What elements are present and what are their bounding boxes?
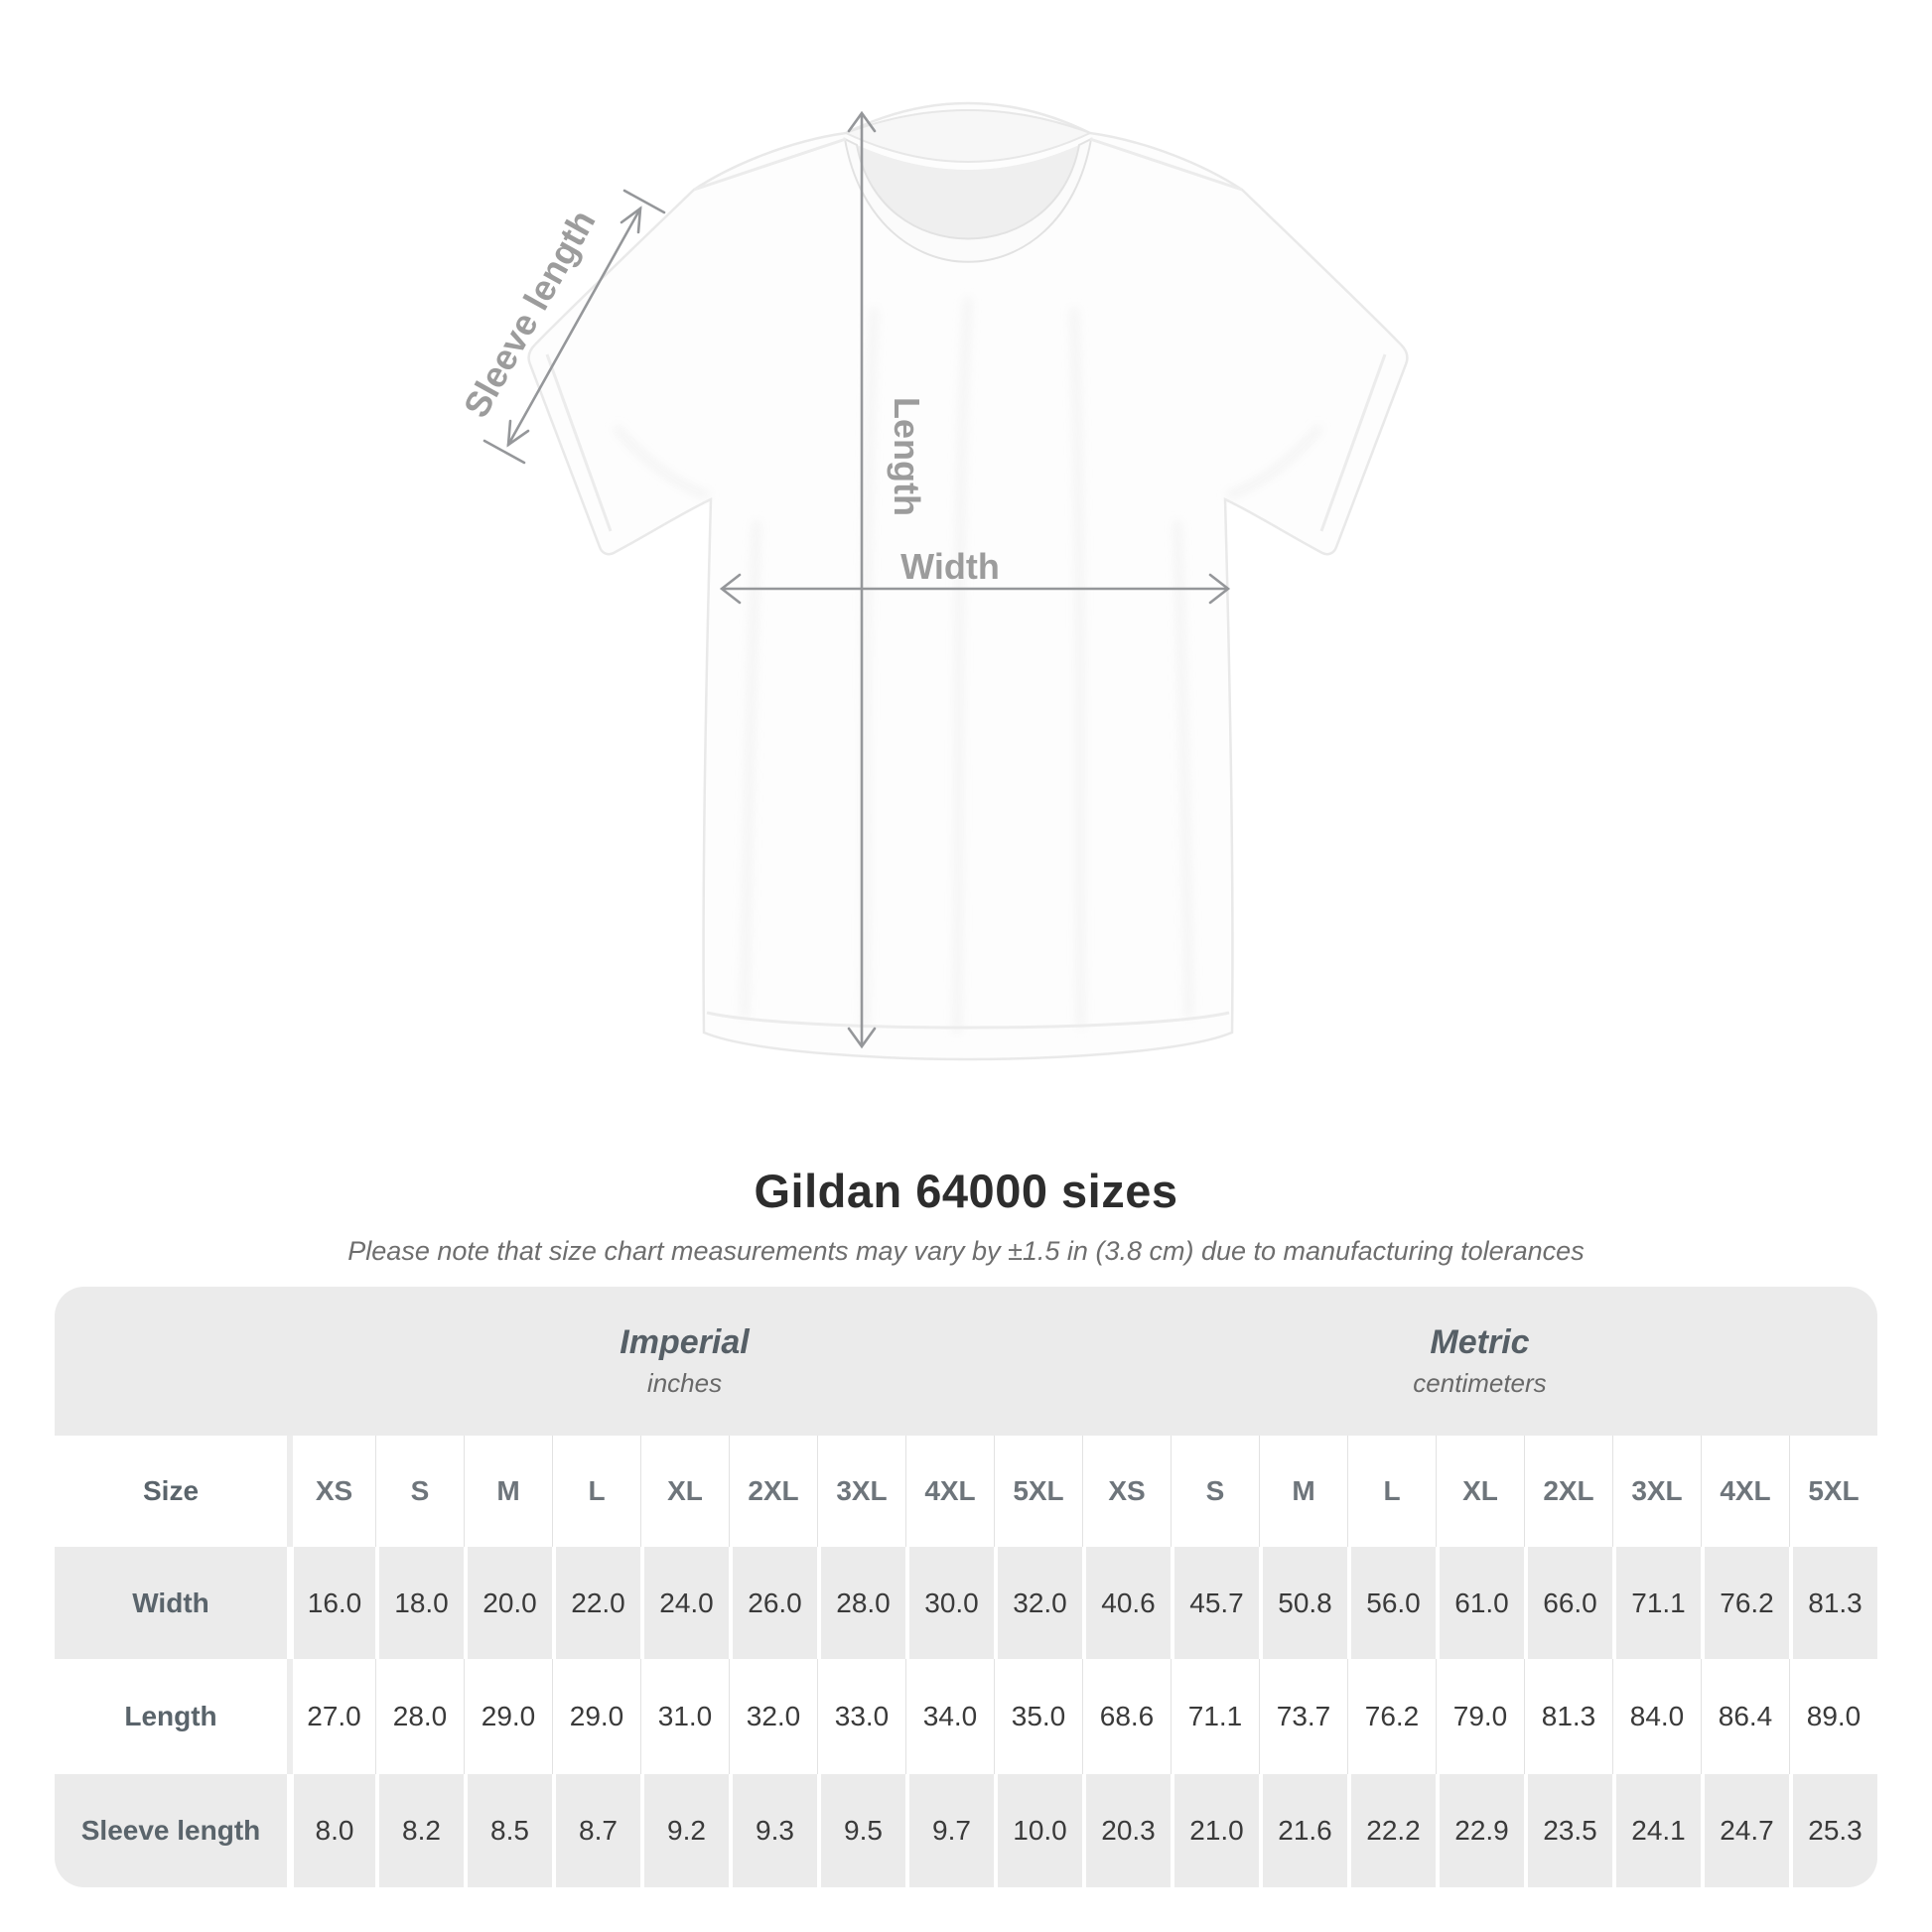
table-cell: 66.0: [1524, 1547, 1612, 1659]
table-cell: 33.0: [817, 1659, 905, 1774]
imperial-unit: inches: [646, 1368, 723, 1398]
width-dimension-arrow: [719, 573, 1231, 605]
table-cell: 34.0: [905, 1659, 994, 1774]
size-header: L: [1347, 1436, 1436, 1547]
size-header: XL: [1436, 1436, 1524, 1547]
size-header: 4XL: [905, 1436, 994, 1547]
length-dimension-arrow: [847, 110, 877, 1049]
tshirt-illustration: [527, 101, 1409, 1061]
table-cell: 22.9: [1436, 1774, 1524, 1887]
table-cell: 45.7: [1171, 1547, 1259, 1659]
table-cell: 84.0: [1612, 1659, 1701, 1774]
table-cell: 8.7: [552, 1774, 640, 1887]
table-cell: 16.0: [287, 1547, 375, 1659]
size-header: XL: [640, 1436, 729, 1547]
table-cell: 20.3: [1082, 1774, 1171, 1887]
width-label: Width: [900, 546, 1000, 587]
metric-group-header: Metric centimeters: [1082, 1287, 1877, 1436]
size-header: M: [1259, 1436, 1347, 1547]
table-cell: 40.6: [1082, 1547, 1171, 1659]
table-cell: 10.0: [994, 1774, 1082, 1887]
size-header: 5XL: [994, 1436, 1082, 1547]
table-cell: 89.0: [1789, 1659, 1877, 1774]
size-header: 5XL: [1789, 1436, 1877, 1547]
table-cell: 9.5: [817, 1774, 905, 1887]
unit-group-header: Imperial inches Metric centimeters: [55, 1287, 1877, 1436]
imperial-title: Imperial: [620, 1323, 750, 1361]
table-cell: 79.0: [1436, 1659, 1524, 1774]
size-header: L: [552, 1436, 640, 1547]
size-header: S: [1171, 1436, 1259, 1547]
size-column-label: Size: [142, 1475, 200, 1506]
table-cell: 29.0: [552, 1659, 640, 1774]
table-cell: 50.8: [1259, 1547, 1347, 1659]
metric-unit: centimeters: [1413, 1368, 1547, 1398]
table-cell: 21.0: [1171, 1774, 1259, 1887]
size-header: M: [464, 1436, 552, 1547]
size-header: 3XL: [1612, 1436, 1701, 1547]
table-row-sleeve-length: Sleeve length 8.0 8.2 8.5 8.7 9.2 9.3 9.…: [55, 1774, 1877, 1887]
table-cell: 81.3: [1524, 1659, 1612, 1774]
size-header-row: Size XS S M L XL 2XL 3XL 4XL 5XL XS S M …: [55, 1436, 1877, 1547]
table-cell: 24.7: [1701, 1774, 1789, 1887]
row-label: Sleeve length: [55, 1774, 287, 1887]
table-cell: 8.5: [464, 1774, 552, 1887]
page-title: Gildan 64000 sizes: [754, 1165, 1178, 1217]
table-row-length: Length 27.0 28.0 29.0 29.0 31.0 32.0 33.…: [55, 1659, 1877, 1774]
row-label: Length: [124, 1701, 217, 1731]
table-cell: 28.0: [375, 1659, 464, 1774]
size-header: S: [375, 1436, 464, 1547]
table-cell: 24.1: [1612, 1774, 1701, 1887]
size-header: XS: [1082, 1436, 1171, 1547]
table-cell: 81.3: [1789, 1547, 1877, 1659]
table-cell: 56.0: [1347, 1547, 1436, 1659]
table-cell: 8.0: [287, 1774, 375, 1887]
table-cell: 32.0: [729, 1659, 817, 1774]
tolerance-note: Please note that size chart measurements…: [347, 1236, 1585, 1266]
tshirt-measurement-diagram: Sleeve length Length Width: [456, 101, 1409, 1061]
size-header: 2XL: [729, 1436, 817, 1547]
table-cell: 25.3: [1789, 1774, 1877, 1887]
size-header: 3XL: [817, 1436, 905, 1547]
table-cell: 61.0: [1436, 1547, 1524, 1659]
table-cell: 32.0: [994, 1547, 1082, 1659]
table-row-width: Width 16.0 18.0 20.0 22.0 24.0 26.0 28.0…: [55, 1547, 1877, 1659]
table-cell: 9.3: [729, 1774, 817, 1887]
table-cell: 76.2: [1701, 1547, 1789, 1659]
table-cell: 23.5: [1524, 1774, 1612, 1887]
table-cell: 22.2: [1347, 1774, 1436, 1887]
table-cell: 71.1: [1171, 1659, 1259, 1774]
table-cell: 9.2: [640, 1774, 729, 1887]
table-cell: 76.2: [1347, 1659, 1436, 1774]
table-cell: 26.0: [729, 1547, 817, 1659]
table-cell: 73.7: [1259, 1659, 1347, 1774]
table-cell: 24.0: [640, 1547, 729, 1659]
metric-title: Metric: [1430, 1323, 1530, 1361]
table-cell: 8.2: [375, 1774, 464, 1887]
table-cell: 22.0: [552, 1547, 640, 1659]
table-cell: 68.6: [1082, 1659, 1171, 1774]
table-cell: 20.0: [464, 1547, 552, 1659]
table-cell: 30.0: [905, 1547, 994, 1659]
table-cell: 29.0: [464, 1659, 552, 1774]
table-cell: 9.7: [905, 1774, 994, 1887]
size-chart-table: Imperial inches Metric centimeters Size …: [55, 1287, 1877, 1887]
imperial-group-header: Imperial inches: [287, 1287, 1082, 1436]
row-label: Width: [55, 1547, 287, 1659]
table-cell: 71.1: [1612, 1547, 1701, 1659]
size-header: 4XL: [1701, 1436, 1789, 1547]
table-cell: 35.0: [994, 1659, 1082, 1774]
length-label: Length: [887, 397, 927, 516]
size-header: XS: [287, 1436, 375, 1547]
table-cell: 27.0: [287, 1659, 375, 1774]
table-cell: 21.6: [1259, 1774, 1347, 1887]
sleeve-dimension-arrow: [483, 189, 666, 465]
table-cell: 18.0: [375, 1547, 464, 1659]
size-header: 2XL: [1524, 1436, 1612, 1547]
table-cell: 86.4: [1701, 1659, 1789, 1774]
table-cell: 28.0: [817, 1547, 905, 1659]
table-cell: 31.0: [640, 1659, 729, 1774]
